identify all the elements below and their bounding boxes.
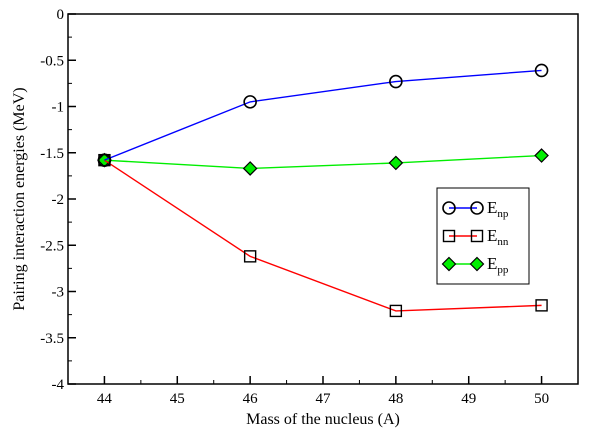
y-tick-label: -1 — [52, 100, 65, 116]
series-np — [97, 63, 549, 167]
data-point-pp — [534, 148, 549, 163]
y-tick-label: 0 — [57, 7, 65, 23]
x-tick-label: 45 — [170, 391, 185, 407]
series-layer — [97, 63, 549, 318]
x-tick-label: 48 — [388, 391, 403, 407]
legend-marker — [470, 201, 484, 215]
y-tick-label: -4 — [52, 377, 65, 393]
y-tick-label: -3.5 — [40, 331, 64, 347]
data-point-nn — [389, 304, 403, 318]
data-point-nn — [243, 250, 257, 263]
x-axis-title: Mass of the nucleus (A) — [246, 411, 400, 428]
legend-label-subscript: np — [497, 208, 509, 220]
data-point-pp — [388, 155, 404, 171]
x-tick-label: 50 — [534, 391, 549, 407]
legend-marker — [441, 256, 457, 272]
data-point-np — [534, 63, 549, 78]
legend-label-subscript: nn — [497, 236, 509, 248]
data-point-pp — [242, 161, 258, 176]
x-tick-label: 46 — [243, 391, 259, 407]
y-tick-label: -2.5 — [40, 238, 64, 254]
y-tick-label: -0.5 — [40, 53, 64, 69]
y-tick-label: -3 — [52, 285, 65, 301]
legend-label-subscript: pp — [497, 264, 509, 276]
data-point-nn — [535, 299, 548, 312]
y-tick-label: -1.5 — [40, 146, 64, 162]
x-tick-label: 47 — [316, 391, 332, 407]
series-line-nn — [104, 159, 542, 312]
y-tick-label: -2 — [52, 192, 65, 208]
data-point-np — [243, 95, 257, 109]
x-tick-label: 44 — [97, 391, 113, 407]
legend-marker — [470, 229, 484, 243]
y-axis-title: Pairing interaction energies (MeV) — [11, 87, 28, 310]
ticks-layer: 44 45 46 47 48 49 50 0 -0.5 -1 -1.5 -2 -2.5 -3 -3.5 -4 — [40, 7, 549, 407]
data-point-np — [389, 74, 403, 89]
x-tick-label: 49 — [461, 391, 476, 407]
legend-marker — [442, 201, 456, 215]
series-line-pp — [104, 154, 542, 170]
series-line-np — [104, 69, 542, 161]
series-pp — [97, 148, 549, 176]
legend-marker — [469, 256, 485, 272]
data-point-np — [97, 153, 112, 167]
legend-marker — [442, 229, 456, 243]
